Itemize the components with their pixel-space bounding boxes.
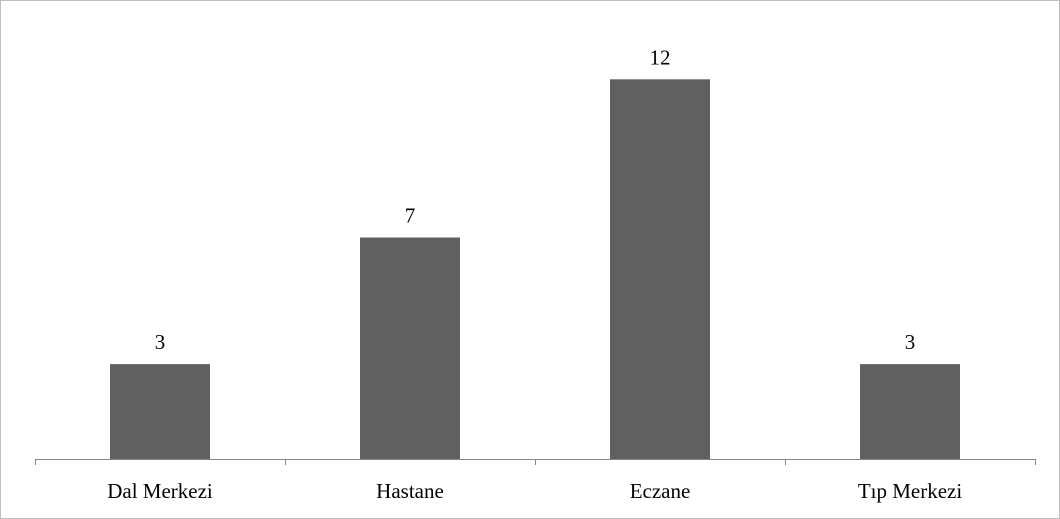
bar bbox=[360, 237, 460, 459]
bar bbox=[110, 364, 210, 459]
x-tick-label: Hastane bbox=[376, 479, 444, 503]
data-label: 3 bbox=[155, 330, 166, 354]
x-tick-label: Dal Merkezi bbox=[107, 479, 213, 503]
data-label: 12 bbox=[650, 45, 671, 69]
data-label: 7 bbox=[405, 204, 416, 228]
labels-layer: 3 7 12 3 Dal Merkezi Hastane Eczane Tıp Merkezi bbox=[107, 45, 962, 503]
bar bbox=[860, 364, 960, 459]
bar bbox=[610, 79, 710, 460]
data-label: 3 bbox=[905, 330, 916, 354]
x-tick-label: Eczane bbox=[630, 479, 691, 503]
bars-layer bbox=[110, 79, 960, 460]
x-tick-label: Tıp Merkezi bbox=[858, 479, 963, 503]
x-axis bbox=[35, 459, 1036, 465]
